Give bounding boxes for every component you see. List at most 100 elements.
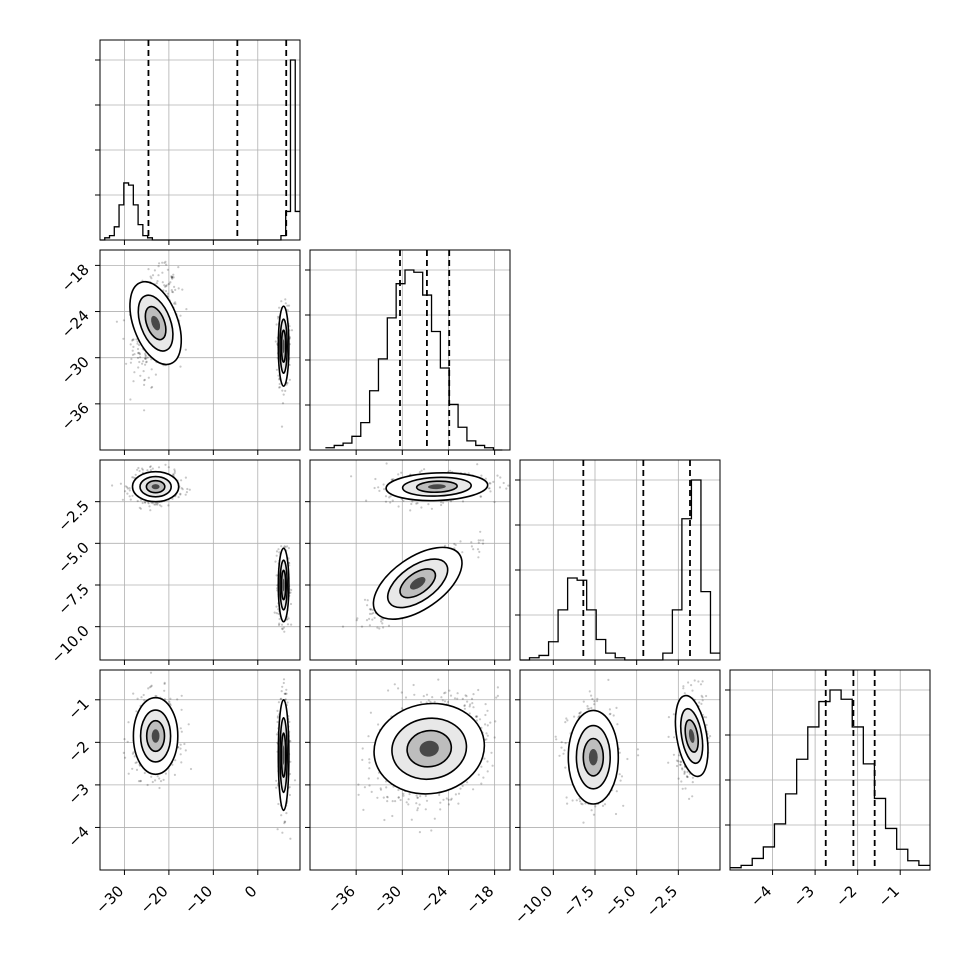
sample-point: [381, 622, 384, 625]
sample-point: [128, 489, 131, 492]
sample-point: [144, 357, 147, 360]
sample-point: [368, 612, 372, 616]
sample-point: [440, 696, 443, 699]
x-tick-label: −24: [416, 882, 451, 917]
sample-point: [150, 386, 153, 389]
sample-point: [502, 481, 505, 485]
sample-point: [170, 289, 173, 292]
sample-point: [179, 365, 182, 368]
sample-point: [278, 551, 281, 554]
sample-point: [456, 692, 459, 695]
sample-point: [173, 285, 176, 288]
sample-point: [459, 540, 462, 543]
panel-frame: [309, 249, 511, 451]
sample-point: [433, 700, 436, 704]
sample-point: [484, 477, 487, 480]
histogram-bin: [129, 185, 134, 240]
sample-point: [280, 814, 283, 817]
sample-point: [379, 787, 382, 790]
density-contour: [419, 740, 439, 757]
sample-point: [461, 551, 464, 554]
sample-point: [187, 723, 190, 726]
sample-point: [129, 398, 132, 401]
sample-point: [468, 712, 471, 715]
sample-point: [418, 803, 421, 806]
sample-point: [288, 793, 291, 797]
sample-point: [284, 820, 287, 824]
sample-point: [274, 340, 277, 343]
histogram-bin: [133, 205, 138, 240]
sample-point: [151, 385, 154, 389]
histogram-bin: [863, 764, 874, 870]
joint-panel-3-1: [357, 678, 499, 834]
sample-point: [381, 618, 384, 621]
sample-point: [276, 828, 279, 831]
sample-point: [141, 467, 144, 470]
sample-point: [137, 351, 140, 354]
histogram-bin: [691, 480, 701, 660]
sample-point: [427, 699, 430, 702]
sample-point: [361, 747, 364, 750]
sample-point: [433, 817, 436, 820]
sample-point: [494, 720, 497, 723]
sample-point: [488, 487, 491, 490]
sample-point: [174, 288, 177, 291]
sample-point: [179, 743, 182, 746]
density-contour: [282, 745, 285, 765]
sample-point: [486, 770, 489, 773]
histogram-bin: [295, 211, 300, 240]
sample-point: [150, 368, 153, 371]
sample-point: [139, 779, 142, 783]
sample-point: [361, 758, 364, 762]
grid-lines: [515, 460, 720, 660]
sample-point: [150, 775, 153, 778]
sample-point: [357, 793, 360, 796]
sample-point: [477, 539, 480, 542]
sample-point: [383, 488, 386, 491]
sample-point: [387, 624, 391, 627]
sample-point: [276, 709, 279, 713]
histogram-step-line: [730, 689, 930, 869]
sample-point: [284, 389, 287, 392]
sample-point: [369, 711, 372, 714]
sample-point: [148, 686, 151, 689]
histogram-bin: [124, 183, 129, 240]
histogram-3: [730, 670, 930, 870]
sample-point: [575, 799, 578, 802]
sample-point: [463, 704, 466, 708]
sample-point: [368, 624, 371, 627]
sample-point: [149, 509, 152, 512]
sample-point: [369, 608, 372, 611]
sample-point: [479, 539, 482, 542]
sample-point: [341, 625, 345, 628]
histogram-bin: [786, 794, 797, 870]
sample-point: [277, 548, 280, 551]
sample-point: [275, 554, 278, 557]
sample-point: [185, 308, 188, 311]
sample-point: [594, 805, 597, 808]
grid-lines: [100, 460, 300, 660]
sample-point: [173, 471, 176, 475]
sample-point: [466, 700, 469, 703]
sample-point: [143, 383, 146, 386]
sample-point: [158, 504, 161, 507]
sample-point: [456, 697, 459, 700]
sample-point: [160, 505, 163, 508]
sample-point: [165, 263, 168, 266]
sample-point: [164, 290, 168, 293]
sample-point: [449, 694, 453, 697]
sample-point: [507, 484, 510, 487]
panel-frame: [309, 669, 511, 871]
sample-point: [281, 402, 285, 405]
sample-point: [422, 695, 425, 698]
sample-point: [443, 692, 446, 695]
sample-point: [284, 698, 287, 701]
histogram-bin: [774, 824, 785, 870]
sample-point: [139, 356, 142, 359]
sample-point: [498, 486, 502, 489]
sample-point: [564, 742, 567, 745]
sample-point: [477, 556, 480, 559]
sample-point: [151, 780, 154, 784]
sample-point: [128, 495, 131, 498]
histogram-bin: [414, 272, 423, 450]
